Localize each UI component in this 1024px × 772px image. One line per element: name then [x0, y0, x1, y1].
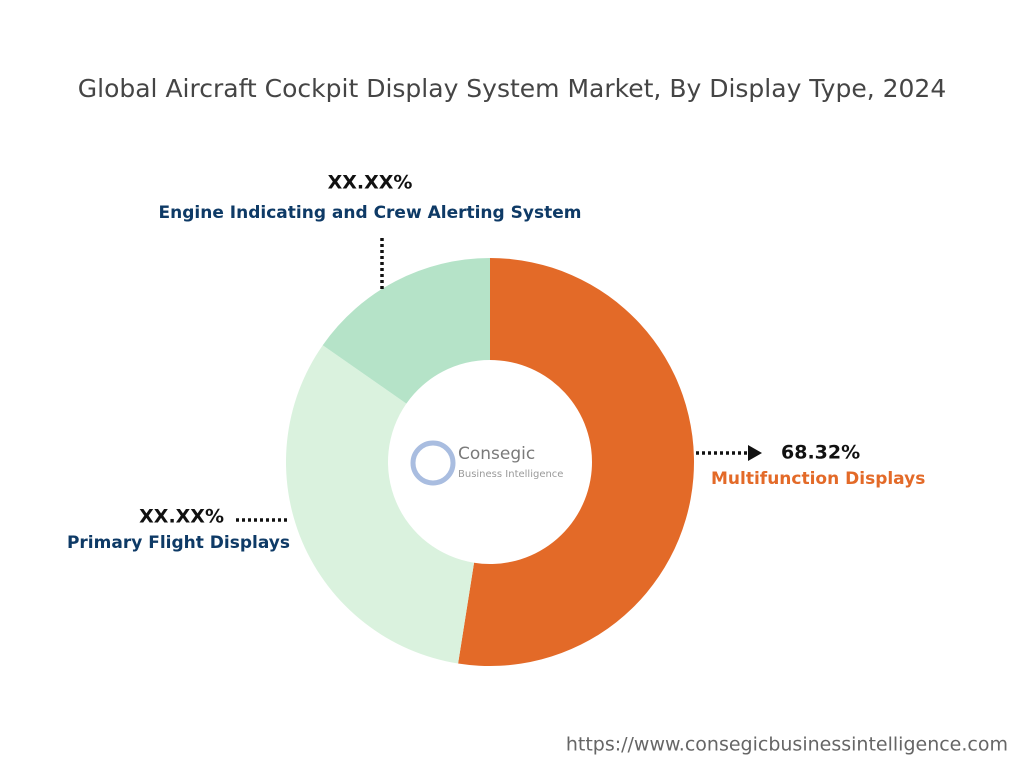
arrow	[748, 445, 762, 461]
category-label: Engine Indicating and Crew Alerting Syst…	[159, 203, 582, 223]
source-url: https://www.consegicbusinessintelligence…	[566, 734, 1008, 756]
category-label: Multifunction Displays	[711, 469, 925, 489]
logo-tagline: Business Intelligence	[458, 469, 563, 480]
donut	[286, 258, 694, 666]
logo-name: Consegic	[458, 444, 535, 464]
slice	[322, 258, 490, 404]
percent-label: XX.XX%	[139, 506, 224, 528]
slice	[286, 345, 475, 664]
slice	[458, 258, 694, 666]
category-label: Primary Flight Displays	[67, 533, 290, 553]
logo: Consegic Business Intelligence	[410, 440, 563, 486]
chart-title: Global Aircraft Cockpit Display System M…	[78, 74, 947, 103]
percent-label: XX.XX%	[328, 172, 413, 194]
logo-icon	[410, 440, 456, 486]
percent-label: 68.32%	[781, 442, 860, 464]
